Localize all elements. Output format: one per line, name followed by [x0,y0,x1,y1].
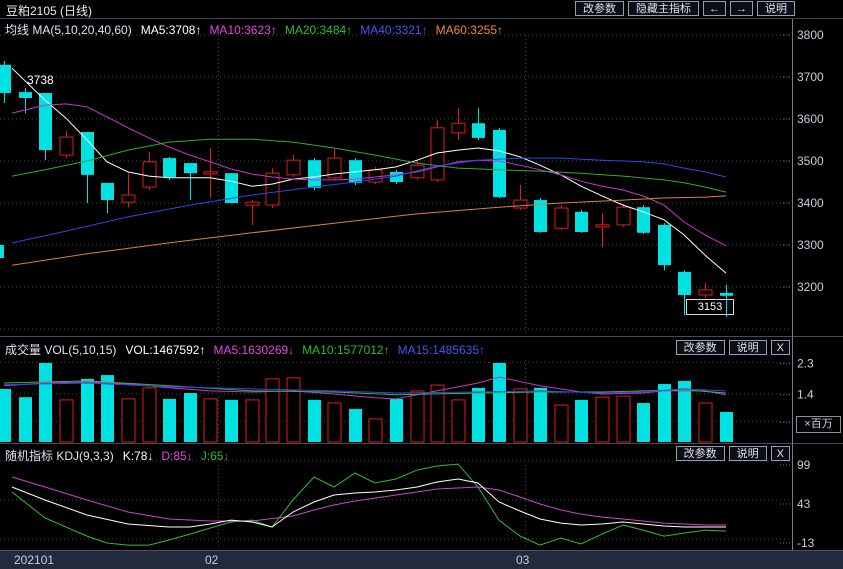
indicator-value: MA5:1630269↓ [213,342,295,357]
svg-text:3500: 3500 [797,154,824,168]
svg-text:3800: 3800 [797,28,824,42]
indicator-value: VOL:1467592↑ [125,342,206,357]
svg-text:99: 99 [797,458,811,472]
kdj-close-button[interactable]: X [770,446,790,461]
kdj-indicator-header: 随机指标 KDJ(9,3,3) K:78↓ D:85↓ J:65↓ [5,447,237,464]
svg-text:3600: 3600 [797,112,824,126]
svg-text:3700: 3700 [797,70,824,84]
time-axis-label: 03 [516,553,530,567]
svg-text:3300: 3300 [797,238,824,252]
svg-text:2.3: 2.3 [797,357,814,371]
volume-unit-box: ×百万 [796,416,841,433]
indicator-value: MA10:3623↑ [209,22,277,37]
svg-text:43: 43 [797,497,811,511]
indicator-value: K:78↓ [122,448,154,463]
time-axis: 202101 02 03 [0,550,843,569]
kdj-indicator-label: 随机指标 KDJ(9,3,3) [5,449,114,463]
svg-text:1.4: 1.4 [797,388,814,402]
kdj-change-params-button[interactable]: 改参数 [675,446,725,461]
ma-indicator-label: 均线 MA(5,10,20,40,60) [5,23,132,37]
scroll-left-button[interactable]: ← [703,1,726,16]
hide-main-indicator-button[interactable]: 隐藏主指标 [628,1,699,16]
scroll-right-button[interactable]: → [730,1,753,16]
time-axis-label: 202101 [14,553,55,567]
indicator-value: J:65↓ [200,448,230,463]
contract-title: 豆粕2105 (日线) [6,4,93,18]
time-axis-label: 02 [205,553,219,567]
last-price-label: 3153 [686,299,734,315]
indicator-value: MA20:3484↑ [284,22,353,37]
svg-text:3200: 3200 [797,280,824,294]
kdj-values: K:78↓ D:85↓ J:65↓ [123,449,238,463]
kdj-help-button[interactable]: 说明 [728,446,767,461]
indicator-value: MA10:1577012↑ [302,342,390,357]
volume-change-params-button[interactable]: 改参数 [675,340,725,355]
indicator-value: MA15:1485635↑ [397,342,485,357]
kdj-pane-buttons: 改参数 说明 X [675,446,790,461]
svg-text:-13: -13 [797,536,815,550]
ma-values: MA5:3708↑ MA10:3623↑ MA20:3484↑ MA40:3321↑ M… [141,23,511,37]
indicator-value: MA5:3708↑ [140,22,202,37]
ma-indicator-header: 均线 MA(5,10,20,40,60) MA5:3708↑ MA10:3623↑… [5,21,511,38]
volume-values: VOL:1467592↑ MA5:1630269↓ MA10:1577012↑ MA1… [125,343,493,357]
indicator-value: MA60:3255↑ [435,22,503,37]
help-button[interactable]: 说明 [757,1,795,16]
title-buttons: 改参数 隐藏主指标 ← → 说明 [575,1,795,16]
volume-close-button[interactable]: X [770,340,790,355]
high-price-label: 3738 [27,73,54,87]
volume-help-button[interactable]: 说明 [728,340,767,355]
indicator-value: D:85↓ [161,448,193,463]
svg-text:3400: 3400 [797,196,824,210]
volume-indicator-header: 成交量 VOL(5,10,15) VOL:1467592↑ MA5:1630269… [5,341,493,358]
change-params-button[interactable]: 改参数 [575,1,624,16]
indicator-value: MA40:3321↑ [360,22,428,37]
volume-indicator-label: 成交量 VOL(5,10,15) [5,343,117,357]
volume-pane-buttons: 改参数 说明 X [675,340,790,355]
